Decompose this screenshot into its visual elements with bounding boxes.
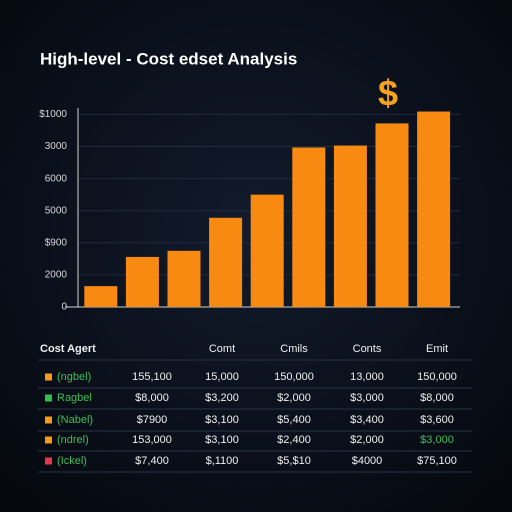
column-header: Conts [353,343,382,355]
column-header: Cost Agert [40,343,96,355]
y-tick-label: 3000 [45,141,68,152]
row-marker [45,436,52,444]
column-header: Comt [209,343,235,355]
row-marker [45,394,52,402]
row-marker [45,416,52,424]
bar [417,111,451,308]
row-label: (ndrel) [57,434,89,446]
table-cell: $3,400 [350,414,384,426]
y-tick-label: $900 [45,237,68,248]
table-cell: $8,000 [420,392,454,404]
table-cell: $,1100 [206,455,239,467]
y-tick-label: 0 [61,302,67,313]
bar [167,250,201,307]
chart-title: High-level - Cost edset Analysis [40,49,297,68]
annotation: $ [378,73,398,114]
column-header: Emit [426,343,448,355]
table-cell: $3,100 [205,414,239,426]
bar [250,194,284,307]
row-label: Ragbel [57,392,92,404]
table-cell: $3,600 [420,414,454,426]
row-label: (Nabel) [57,414,93,426]
table-cell: $4000 [352,455,383,467]
table-cell: $3,100 [205,434,239,446]
table-cell: 15,000 [205,371,239,383]
table-cell: $2,400 [277,434,311,446]
column-header: Cmils [280,343,308,355]
table-cell: $7,400 [135,455,169,467]
y-tick-label: 5000 [45,205,68,216]
table-cell: $5,400 [277,414,311,426]
table-cell: $8,000 [135,392,169,404]
table-cell: $5,$10 [277,455,311,467]
table-cell: 150,000 [274,371,314,383]
bar [209,217,243,307]
table-cell: 150,000 [417,371,457,383]
table-cell: $3,000 [420,434,454,446]
row-marker [45,373,52,381]
y-tick-label: 6000 [45,173,68,184]
table-cell: $3,000 [350,392,384,404]
table-cell: $75,100 [417,455,457,467]
row-marker [45,457,52,465]
y-tick-label: $1000 [39,109,67,120]
table-cell: $3,200 [205,392,239,404]
row-label: (ngbel) [57,371,91,383]
bar [125,256,159,307]
bar [333,145,367,307]
table-cell: 13,000 [350,371,384,383]
y-tick-label: 2000 [45,270,68,281]
row-label: (Ickel) [57,455,87,467]
bar [84,286,118,307]
table-cell: 153,000 [132,434,172,446]
table-cell: $2,000 [350,434,384,446]
table-cell: 155,100 [132,371,172,383]
table-cell: $2,000 [277,392,311,404]
table-cell: $7900 [137,414,168,426]
bar [375,123,409,307]
bar [292,147,326,307]
